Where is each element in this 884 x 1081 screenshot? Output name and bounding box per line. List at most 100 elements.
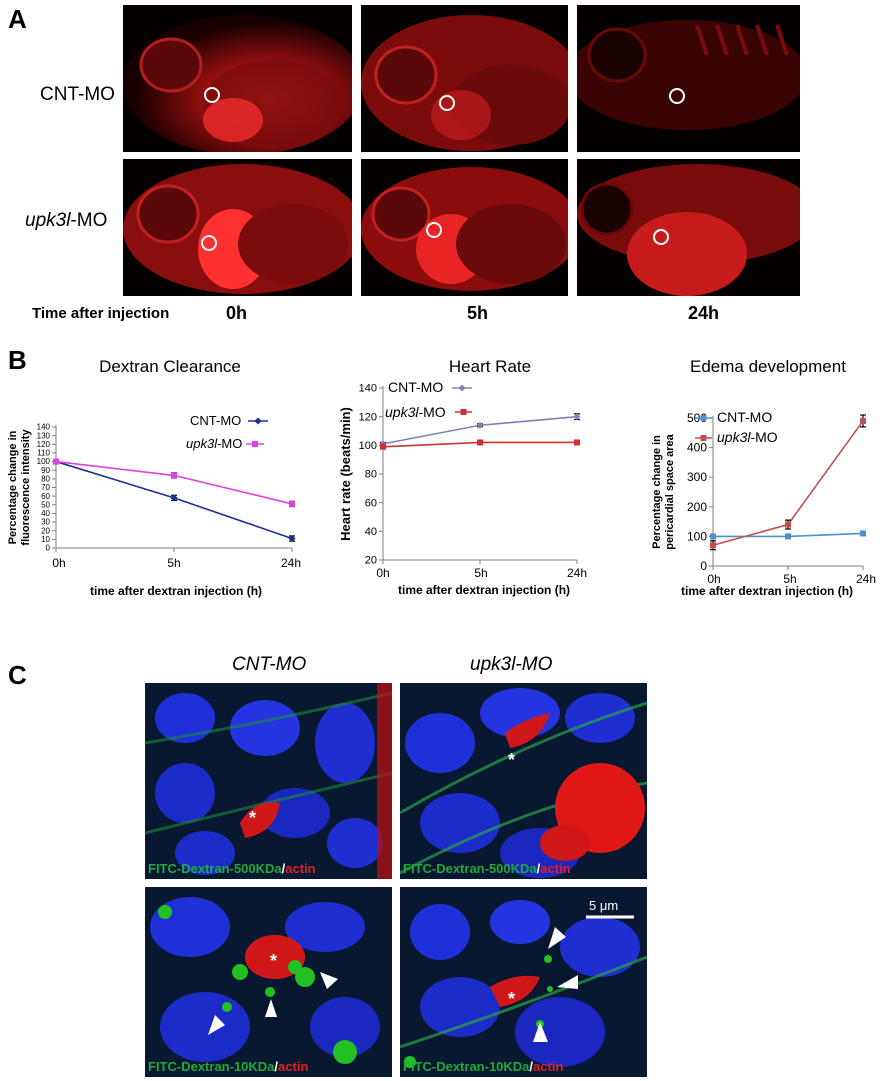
y-tick-label-1-5: 120 <box>359 411 377 423</box>
x-tick-label-1-0: 0h <box>376 566 389 580</box>
data-point-0-1-0 <box>53 458 59 465</box>
y-tick-label-1-1: 40 <box>365 526 377 538</box>
y-tick-label-0-4: 40 <box>41 509 50 518</box>
y-tick-label-2-4: 400 <box>687 441 707 455</box>
data-point-1-0-2 <box>573 413 581 421</box>
y-tick-label-0-7: 70 <box>41 483 50 492</box>
legend-label-0-1: upk3l-MO <box>186 436 242 451</box>
embryo-fluorescence-upk-24h <box>577 164 800 296</box>
x-tick-label-1-1: 5h <box>474 566 487 580</box>
y-tick-label-0-14: 140 <box>37 423 51 432</box>
panel-c-label: C <box>8 660 27 690</box>
legend-marker-2-0 <box>700 415 707 421</box>
caption-upk-500: FITC-Dextran-500KDa/actin <box>403 861 571 876</box>
legend-suffix-1-1: -MO <box>418 404 445 420</box>
legend-marker-0-0 <box>254 417 262 425</box>
embryo-image-cnt-0h <box>123 5 352 152</box>
x-tick-label-1-2: 24h <box>567 566 587 580</box>
data-point-0-1-1 <box>171 472 177 479</box>
y-tick-label-2-2: 200 <box>687 500 707 514</box>
y-tick-label-0-13: 130 <box>37 431 51 440</box>
y-tick-label-0-5: 50 <box>41 500 50 509</box>
legend-label-0-0: CNT-MO <box>190 413 241 428</box>
data-point-0-1-2 <box>289 500 295 507</box>
arrowhead-icon <box>320 972 338 989</box>
caption-upk-10-dextran: FITC-Dextran-10KDa <box>403 1059 530 1074</box>
confocal-cnt-10kda: * FITC-Dextran-10KDa/actin <box>145 887 392 1077</box>
row-label-cnt: CNT-MO <box>40 84 115 105</box>
row-label-upk: upk3l-MO <box>25 210 107 232</box>
x-tick-label-2-0: 0h <box>707 572 720 586</box>
embryo-image-upk-24h <box>577 159 800 296</box>
y-tick-label-0-9: 90 <box>41 466 50 475</box>
confocal-image-upk-10: * 5 μm <box>400 887 647 1077</box>
data-point-2-0-0 <box>710 533 716 540</box>
confocal-image-cnt-500: * <box>145 683 392 879</box>
y-tick-label-0-2: 20 <box>41 526 50 535</box>
x-axis-label-1: time after dextran injection (h) <box>398 583 570 597</box>
asterisk-cnt-500: * <box>249 808 256 828</box>
y-axis-label-0-line2: fluorescence intensity <box>20 429 32 546</box>
y-tick-label-1-6: 140 <box>359 383 377 395</box>
confocal-image-upk-500: * <box>400 683 647 879</box>
caption-cnt-10-actin: actin <box>278 1059 309 1074</box>
legend-gene-1-1: upk3l <box>385 404 419 420</box>
y-tick-label-2-1: 100 <box>687 529 707 543</box>
caption-cnt-10-dextran: FITC-Dextran-10KDa <box>148 1059 275 1074</box>
embryo-image-cnt-5h <box>361 5 568 152</box>
data-point-0-0-1 <box>170 494 178 502</box>
arrowhead-icon <box>548 927 566 949</box>
y-tick-label-0-3: 30 <box>41 518 50 527</box>
legend-label-2-1: upk3l-MO <box>717 429 778 445</box>
y-tick-label-0-12: 120 <box>37 440 51 449</box>
caption-upk-500-actin: actin <box>540 861 571 876</box>
embryo-image-cnt-24h <box>577 5 800 152</box>
x-tick-label-0-1: 5h <box>167 556 180 570</box>
chart-title-dextran: Dextran Clearance <box>99 357 241 376</box>
y-axis-label-1: Heart rate (beats/min) <box>338 407 353 541</box>
y-tick-label-0-0: 0 <box>46 544 51 553</box>
confocal-cnt-500kda: * FITC-Dextran-500KDa/actin <box>145 683 392 879</box>
embryo-fluorescence-cnt-0h <box>123 15 352 152</box>
data-point-2-0-1 <box>785 533 791 540</box>
data-point-1-1-0 <box>380 443 386 450</box>
caption-upk-10: FITC-Dextran-10KDa/actin <box>403 1059 563 1074</box>
y-axis-label-0-line1: Percentage change in <box>7 430 19 544</box>
y-tick-label-0-6: 60 <box>41 492 50 501</box>
data-point-0-0-2 <box>288 534 296 542</box>
time-label-0h: 0h <box>226 303 248 323</box>
caption-upk-10-sep: / <box>529 1059 534 1074</box>
chart-title-edema: Edema development <box>690 357 846 376</box>
asterisk-cnt-10: * <box>270 951 277 971</box>
legend-suffix-2-1: -MO <box>750 429 777 445</box>
legend-suffix-0-1: -MO <box>217 436 242 451</box>
y-tick-label-1-2: 60 <box>365 497 377 509</box>
caption-upk-500-sep: / <box>536 861 541 876</box>
arrowhead-icon <box>557 975 578 989</box>
caption-cnt-10-sep: / <box>274 1059 279 1074</box>
y-tick-label-1-4: 100 <box>359 440 377 452</box>
time-label-5h: 5h <box>467 303 489 323</box>
legend-label-2-0: CNT-MO <box>717 409 772 425</box>
legend-marker-1-1 <box>460 409 467 415</box>
y-axis-label-2-line2: pericardial space area <box>664 433 676 549</box>
y-tick-label-1-3: 80 <box>365 469 377 481</box>
y-tick-label-0-11: 110 <box>37 449 50 458</box>
asterisk-upk-500: * <box>508 750 515 770</box>
y-tick-label-2-0: 0 <box>700 559 707 573</box>
x-axis-label-0: time after dextran injection (h) <box>90 584 262 598</box>
confocal-image-cnt-10: * <box>145 887 392 1077</box>
embryo-fluorescence-upk-5h <box>361 167 568 291</box>
arrowhead-icon <box>208 1015 225 1035</box>
y-axis-label-2-line1: Percentage change in <box>651 435 663 549</box>
legend-gene-2-1: upk3l <box>717 429 751 445</box>
x-axis-label-2: time after dextran injection (h) <box>681 584 853 598</box>
row-label-upk-gene: upk3l <box>25 210 71 231</box>
row-label-upk-suffix: -MO <box>70 210 108 231</box>
time-label-24h: 24h <box>688 303 720 323</box>
chart-title-heart: Heart Rate <box>448 357 532 376</box>
panel-b-label: B <box>8 345 27 375</box>
legend-label-1-0: CNT-MO <box>388 380 443 395</box>
data-point-2-0-2 <box>860 530 866 537</box>
